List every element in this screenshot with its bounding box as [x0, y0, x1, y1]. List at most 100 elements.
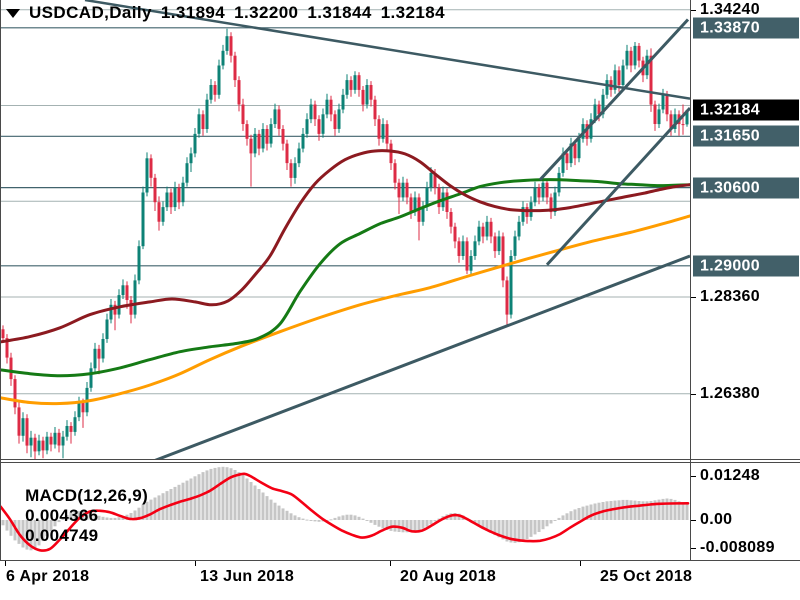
macd-histogram-bar [77, 511, 81, 520]
macd-histogram-bar [21, 520, 25, 548]
macd-name: MACD(12,26,9) [25, 486, 149, 505]
candle-body [145, 158, 149, 193]
macd-histogram-bar [109, 517, 113, 520]
macd-histogram-bar [637, 501, 641, 520]
candle-body [429, 172, 433, 188]
candle-body [557, 172, 561, 193]
macd-histogram-bar [229, 468, 233, 520]
candle-body [169, 192, 173, 208]
candle-body [665, 94, 669, 115]
macd-histogram-bar [549, 520, 553, 524]
candle-body [513, 236, 517, 256]
candle-body [133, 280, 137, 315]
candle-body [185, 163, 189, 183]
chart-left-border [0, 0, 1, 560]
time-axis[interactable]: 6 Apr 2018 13 Jun 2018 20 Aug 2018 25 Oct 2… [0, 561, 800, 600]
candle-body [353, 75, 357, 90]
candle-body [373, 99, 377, 120]
candle-body [81, 402, 85, 413]
trendline-long-ascending-support[interactable] [130, 254, 690, 459]
candle-body [413, 197, 417, 213]
price-chart-canvas[interactable] [0, 0, 690, 459]
candle-body [501, 236, 505, 281]
macd-histogram-bar [621, 499, 625, 520]
candle-body [193, 133, 197, 154]
macd-histogram-bar [149, 499, 153, 520]
price-axis[interactable]: 1.34240 1.28360 1.26380 1.33870 1.31650 1.306… [691, 0, 800, 600]
trendline-descending-resistance[interactable] [84, 0, 690, 100]
candle-body [213, 85, 217, 95]
macd-histogram-bar [157, 495, 161, 520]
candle-body [53, 432, 57, 445]
macd-histogram-bar [205, 470, 209, 520]
macd-axis-tick [691, 520, 696, 521]
candle-body [329, 99, 333, 115]
macd-panel-canvas[interactable] [0, 463, 690, 560]
symbol-dropdown-icon[interactable] [6, 8, 20, 18]
candle-body [573, 143, 577, 159]
candle-body [533, 187, 537, 203]
macd-histogram-bar [113, 517, 117, 520]
candle-body [197, 114, 201, 134]
macd-histogram-bar [349, 514, 353, 520]
macd-histogram-bar [677, 501, 681, 520]
ohlc-close: 1.32184 [380, 3, 445, 22]
candle-body [589, 119, 593, 139]
candle-body [657, 109, 661, 125]
candle-body [341, 94, 345, 110]
candle-body [41, 440, 45, 451]
candle-body [681, 124, 685, 126]
main-panel-bottom-border[interactable] [0, 459, 800, 460]
candle-body [381, 124, 385, 139]
macd-histogram-bar [433, 520, 437, 522]
trendline-channel-upper[interactable] [538, 18, 690, 181]
macd-histogram-bar [61, 517, 65, 520]
macd-panel-top-border[interactable] [0, 462, 800, 463]
ma-mid-green[interactable] [0, 178, 690, 378]
macd-histogram-bar [245, 478, 249, 520]
ma-fast-darkred[interactable] [0, 149, 690, 344]
candle-body [201, 114, 205, 129]
date-axis-tick [5, 561, 6, 566]
ma-slow-orange[interactable] [0, 214, 690, 406]
candle-body [49, 436, 53, 445]
candle-body [317, 119, 321, 134]
trendline-channel-lower[interactable] [545, 106, 690, 266]
candle-body [437, 187, 441, 208]
candle-body [69, 426, 73, 432]
macd-histogram-bar [573, 509, 577, 520]
candle-body [577, 138, 581, 159]
macd-histogram-bar [517, 520, 521, 543]
candle-body [1, 329, 5, 339]
candle-body [537, 187, 541, 198]
macd-histogram-bar [213, 467, 217, 520]
macd-histogram-bar [25, 520, 29, 550]
candle-body [457, 241, 461, 256]
macd-histogram-bar [557, 517, 561, 520]
price-level-badge: 1.33870 [693, 17, 799, 39]
macd-histogram-bar [1, 520, 5, 526]
macd-histogram-bar [421, 520, 425, 529]
macd-histogram-bar [529, 520, 533, 537]
macd-histogram-bar [53, 520, 57, 527]
candle-body [369, 85, 373, 100]
macd-histogram-bar [485, 520, 489, 531]
candle-body [489, 221, 493, 237]
ohlc-low: 1.31844 [307, 3, 372, 22]
candle-body [633, 45, 637, 66]
candle-body [673, 114, 677, 129]
candle-body [73, 417, 77, 432]
candle-body [601, 94, 605, 115]
macd-histogram-bar [405, 520, 409, 533]
candle-body [37, 440, 41, 452]
price-level-badge: 1.31650 [693, 125, 799, 147]
candle-body [285, 143, 289, 164]
candle-body [425, 187, 429, 208]
candle-body [449, 212, 453, 227]
candle-body [389, 143, 393, 164]
candle-body [553, 192, 557, 212]
macd-histogram-bar [5, 520, 9, 531]
macd-histogram-bar [437, 518, 441, 520]
macd-histogram-bar [105, 517, 109, 520]
candle-body [129, 300, 133, 315]
